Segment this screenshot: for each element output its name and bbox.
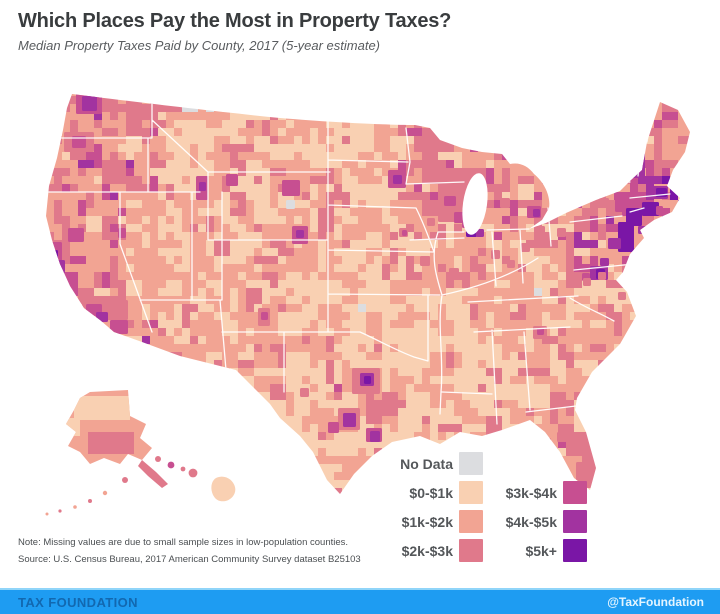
metro-hotspot bbox=[364, 376, 371, 384]
metro-hotspot bbox=[600, 258, 609, 266]
metro-hotspot bbox=[449, 268, 459, 278]
legend-swatch bbox=[563, 481, 587, 504]
metro-hotspot bbox=[656, 206, 663, 215]
metro-hotspot bbox=[491, 250, 500, 259]
metro-hotspot bbox=[576, 462, 586, 486]
legend-swatch bbox=[563, 510, 587, 533]
metro-hotspot bbox=[521, 243, 530, 252]
metro-hotspot bbox=[402, 230, 407, 236]
map-source: Source: U.S. Census Bureau, 2017 America… bbox=[18, 554, 361, 565]
metro-hotspot bbox=[599, 198, 609, 208]
metro-hotspot bbox=[286, 200, 295, 209]
legend-swatch bbox=[563, 539, 587, 562]
metro-hotspot bbox=[300, 388, 309, 397]
header: Which Places Pay the Most in Property Ta… bbox=[18, 10, 702, 53]
metro-hotspot bbox=[583, 278, 591, 286]
legend-label: $5k+ bbox=[525, 542, 557, 559]
metro-hotspot bbox=[56, 260, 65, 273]
legend-label: No Data bbox=[400, 455, 453, 472]
metro-hotspot bbox=[615, 192, 629, 212]
metro-hotspot bbox=[557, 432, 567, 442]
metro-hotspot bbox=[570, 186, 580, 194]
metro-hotspot bbox=[618, 222, 634, 252]
metro-hotspot bbox=[199, 182, 206, 191]
legend-swatch bbox=[459, 510, 483, 533]
metro-hotspot bbox=[636, 154, 643, 166]
hawaii-inset bbox=[155, 456, 236, 502]
metro-hotspot bbox=[500, 198, 510, 208]
metro-hotspot bbox=[427, 218, 435, 226]
legend-label: $3k-$4k bbox=[505, 484, 557, 501]
metro-hotspot bbox=[638, 226, 654, 234]
metro-hotspot bbox=[618, 292, 626, 300]
metro-hotspot bbox=[82, 96, 97, 111]
legend-label: $0-$1k bbox=[409, 484, 453, 501]
brand-wordmark: TAX FOUNDATION bbox=[18, 594, 138, 610]
page-title: Which Places Pay the Most in Property Ta… bbox=[18, 10, 452, 32]
page-subtitle: Median Property Taxes Paid by County, 20… bbox=[18, 38, 381, 53]
metro-hotspot bbox=[328, 422, 339, 433]
metro-hotspot bbox=[533, 209, 540, 217]
metro-hotspot bbox=[507, 260, 515, 268]
metro-hotspot bbox=[370, 431, 380, 442]
metro-hotspot bbox=[96, 312, 108, 322]
metro-hotspot bbox=[47, 250, 58, 272]
twitter-handle: @TaxFoundation bbox=[607, 595, 704, 609]
map-legend: No Data $0-$1k $3k-$4k $1k-$2k $4k-$5k $2k-$3… bbox=[395, 452, 587, 562]
metro-hotspot bbox=[282, 180, 300, 196]
metro-hotspot bbox=[261, 312, 268, 320]
legend-swatch bbox=[459, 539, 483, 562]
metro-hotspot bbox=[72, 136, 86, 148]
metro-hotspot bbox=[68, 228, 84, 242]
legend-swatch bbox=[459, 481, 483, 504]
metro-hotspot bbox=[624, 148, 632, 174]
legend-swatch bbox=[459, 452, 483, 475]
metro-hotspot bbox=[393, 175, 402, 184]
metro-hotspot bbox=[542, 438, 551, 447]
us-choropleth-map bbox=[30, 80, 710, 530]
metro-hotspot bbox=[420, 256, 430, 266]
metro-hotspot bbox=[428, 148, 436, 156]
metro-hotspot bbox=[557, 228, 566, 237]
metro-hotspot bbox=[110, 320, 128, 334]
metro-hotspot bbox=[535, 226, 545, 234]
metro-hotspot bbox=[476, 229, 484, 237]
metro-hotspot bbox=[598, 272, 606, 280]
legend-swatch bbox=[563, 452, 587, 475]
map-note: Note: Missing values are due to small sa… bbox=[18, 537, 349, 548]
metro-hotspot bbox=[296, 230, 304, 238]
footer-bar: TAX FOUNDATION @TaxFoundation bbox=[0, 588, 720, 614]
metro-hotspot bbox=[226, 174, 238, 186]
us-map-svg bbox=[45, 94, 690, 516]
legend-label: $1k-$2k bbox=[401, 513, 453, 530]
state-borders bbox=[46, 94, 671, 425]
metro-hotspot bbox=[444, 196, 456, 206]
metro-hotspot bbox=[583, 182, 591, 190]
metro-hotspot bbox=[608, 238, 621, 249]
metro-hotspot bbox=[118, 228, 126, 238]
legend-label: $2k-$3k bbox=[401, 542, 453, 559]
lake-michigan bbox=[462, 173, 488, 235]
metro-hotspot bbox=[642, 202, 659, 216]
metro-hotspot bbox=[343, 413, 356, 427]
alaska-inset bbox=[45, 390, 168, 516]
legend-label: $4k-$5k bbox=[505, 513, 557, 530]
metro-hotspot bbox=[537, 328, 544, 335]
